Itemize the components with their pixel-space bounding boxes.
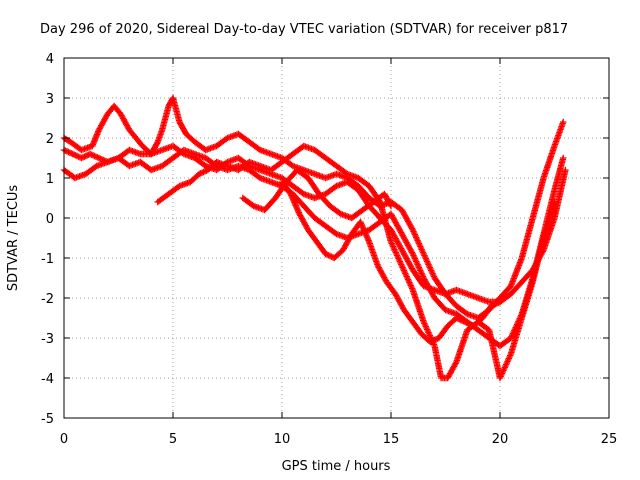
data-point (94, 154, 101, 161)
data-point (322, 250, 329, 258)
x-tick-label: 5 (169, 432, 177, 447)
x-tick-label: 10 (274, 432, 291, 447)
x-tick-label: 15 (383, 432, 400, 447)
data-point (490, 301, 498, 308)
data-points (60, 94, 569, 382)
y-tick-label: -4 (41, 372, 54, 387)
data-point (408, 225, 416, 232)
data-point (198, 169, 206, 176)
data-point (62, 147, 69, 154)
data-point (489, 302, 496, 309)
data-point (92, 153, 100, 160)
data-point (97, 155, 104, 162)
data-point (466, 320, 473, 328)
data-point (88, 151, 95, 158)
x-tick-label: 20 (492, 432, 509, 447)
data-point (201, 168, 209, 175)
data-point (427, 338, 434, 346)
data-point (153, 140, 161, 147)
y-tick-label: -5 (41, 412, 54, 427)
data-point (86, 150, 94, 158)
y-axis-label: SDTVAR / TECUs (6, 185, 21, 292)
data-point (408, 249, 416, 256)
y-tick-label: 4 (46, 52, 54, 67)
axis-ticks: 0 5 10 15 20 25 -5 -4 -3 -2 -1 0 1 2 3 4 (41, 52, 617, 447)
series-track-f (278, 178, 504, 346)
data-point (89, 152, 97, 159)
data-point (73, 152, 81, 160)
data-point (461, 318, 469, 326)
y-tick-label: 3 (46, 92, 54, 107)
data-point (326, 252, 334, 260)
y-tick-label: 2 (46, 132, 54, 147)
data-point (432, 336, 440, 343)
plot-frame (63, 57, 610, 419)
data-point (81, 153, 88, 160)
data-point (463, 319, 470, 326)
series-track-d (154, 142, 558, 382)
data-point (72, 152, 79, 159)
x-axis-label: GPS time / hours (282, 459, 391, 474)
data-point (68, 150, 75, 157)
data-point (453, 314, 460, 322)
y-tick-label: -1 (41, 252, 54, 267)
data-point (91, 152, 98, 160)
data-point (459, 317, 466, 324)
data-point (454, 315, 462, 322)
y-tick-label: 0 (46, 212, 54, 227)
data-point (78, 154, 85, 162)
data-point (562, 166, 569, 174)
data-point (70, 151, 78, 158)
data-point (200, 168, 207, 176)
data-point (65, 148, 72, 156)
y-tick-label: 1 (46, 172, 54, 187)
data-point (82, 152, 89, 160)
data-point (75, 153, 82, 160)
data-point (495, 299, 502, 306)
x-tick-label: 0 (60, 432, 68, 447)
data-point (560, 118, 567, 126)
y-tick-label: -2 (41, 292, 54, 307)
data-point (551, 198, 558, 206)
data-point (63, 148, 71, 155)
data-point (493, 300, 501, 307)
data-point (460, 318, 467, 325)
data-point (452, 360, 459, 367)
data-point (84, 152, 91, 159)
data-point (431, 336, 438, 344)
data-point (323, 251, 331, 258)
data-point (456, 316, 463, 323)
data-point (69, 150, 76, 158)
data-point (79, 154, 87, 161)
y-tick-label: -3 (41, 332, 54, 347)
x-tick-label: 25 (601, 432, 618, 447)
data-point (428, 338, 435, 345)
data-point (488, 302, 495, 310)
data-point (429, 337, 437, 344)
data-point (387, 202, 395, 210)
data-point (197, 170, 204, 177)
data-point (492, 300, 499, 308)
data-point (387, 201, 394, 208)
data-point (560, 154, 567, 162)
data-point (496, 298, 504, 306)
data-point (325, 252, 332, 259)
chart-title: Day 296 of 2020, Sidereal Day-to-day VTE… (40, 22, 568, 37)
data-point (464, 320, 472, 327)
data-point (95, 154, 103, 162)
data-point (457, 316, 464, 324)
data-point (66, 149, 74, 156)
data-point (195, 170, 203, 178)
